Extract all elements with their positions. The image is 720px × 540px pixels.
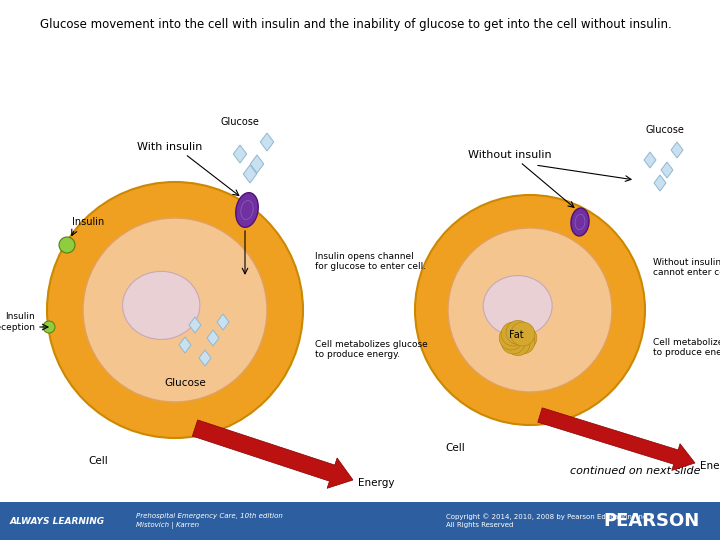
Text: Energy: Energy [358, 478, 395, 488]
Text: Cell metabolizes fat
to produce energy.: Cell metabolizes fat to produce energy. [653, 338, 720, 357]
Circle shape [47, 182, 303, 438]
Text: Glucose: Glucose [646, 125, 685, 135]
Circle shape [510, 330, 535, 354]
Circle shape [59, 237, 75, 253]
Circle shape [506, 320, 530, 345]
Text: ALWAYS LEARNING: ALWAYS LEARNING [10, 516, 105, 525]
Circle shape [43, 321, 55, 333]
Polygon shape [207, 330, 219, 346]
Polygon shape [654, 175, 666, 191]
Polygon shape [671, 142, 683, 158]
Text: Fat: Fat [509, 330, 523, 340]
Polygon shape [243, 165, 257, 183]
Ellipse shape [571, 208, 589, 236]
Circle shape [501, 330, 525, 354]
Polygon shape [251, 155, 264, 173]
Polygon shape [260, 133, 274, 151]
Polygon shape [217, 314, 229, 330]
Text: Insulin
reception: Insulin reception [0, 312, 35, 332]
Circle shape [506, 326, 530, 350]
Text: continued on next slide: continued on next slide [570, 466, 700, 476]
Text: Prehospital Emergency Care, 10th edition
Mistovich | Karren: Prehospital Emergency Care, 10th edition… [136, 514, 283, 529]
Polygon shape [189, 317, 201, 333]
FancyArrow shape [538, 408, 695, 470]
Text: Copyright © 2014, 2010, 2008 by Pearson Education, Inc.
All Rights Reserved: Copyright © 2014, 2010, 2008 by Pearson … [446, 514, 649, 528]
Ellipse shape [122, 272, 200, 340]
Text: Glucose: Glucose [164, 378, 206, 388]
Circle shape [83, 218, 267, 402]
Text: Without insulin: Without insulin [468, 150, 552, 160]
Text: Cell: Cell [446, 443, 465, 453]
FancyArrow shape [192, 420, 353, 488]
Circle shape [506, 332, 530, 356]
Text: With insulin: With insulin [138, 142, 203, 152]
Polygon shape [644, 152, 656, 168]
Ellipse shape [235, 193, 258, 227]
Text: Without insulin, glucose
cannot enter cell.: Without insulin, glucose cannot enter ce… [653, 258, 720, 278]
Polygon shape [179, 337, 191, 353]
Circle shape [415, 195, 645, 425]
Ellipse shape [483, 275, 552, 336]
Bar [0, 502, 720, 540]
Text: Glucose movement into the cell with insulin and the inability of glucose to get : Glucose movement into the cell with insu… [40, 18, 672, 31]
Circle shape [513, 326, 537, 350]
Circle shape [501, 322, 525, 346]
Text: Cell: Cell [89, 456, 108, 466]
Text: Insulin opens channel
for glucose to enter cell.: Insulin opens channel for glucose to ent… [315, 252, 426, 272]
Text: Insulin: Insulin [72, 217, 104, 227]
Text: Glucose: Glucose [220, 117, 259, 127]
Polygon shape [233, 145, 247, 163]
Circle shape [510, 322, 535, 346]
Polygon shape [199, 350, 211, 366]
Text: Energy: Energy [700, 461, 720, 471]
Text: PEARSON: PEARSON [604, 512, 700, 530]
Circle shape [499, 326, 523, 350]
Text: Cell metabolizes glucose
to produce energy.: Cell metabolizes glucose to produce ener… [315, 340, 428, 360]
Polygon shape [661, 162, 673, 178]
Circle shape [448, 228, 612, 392]
